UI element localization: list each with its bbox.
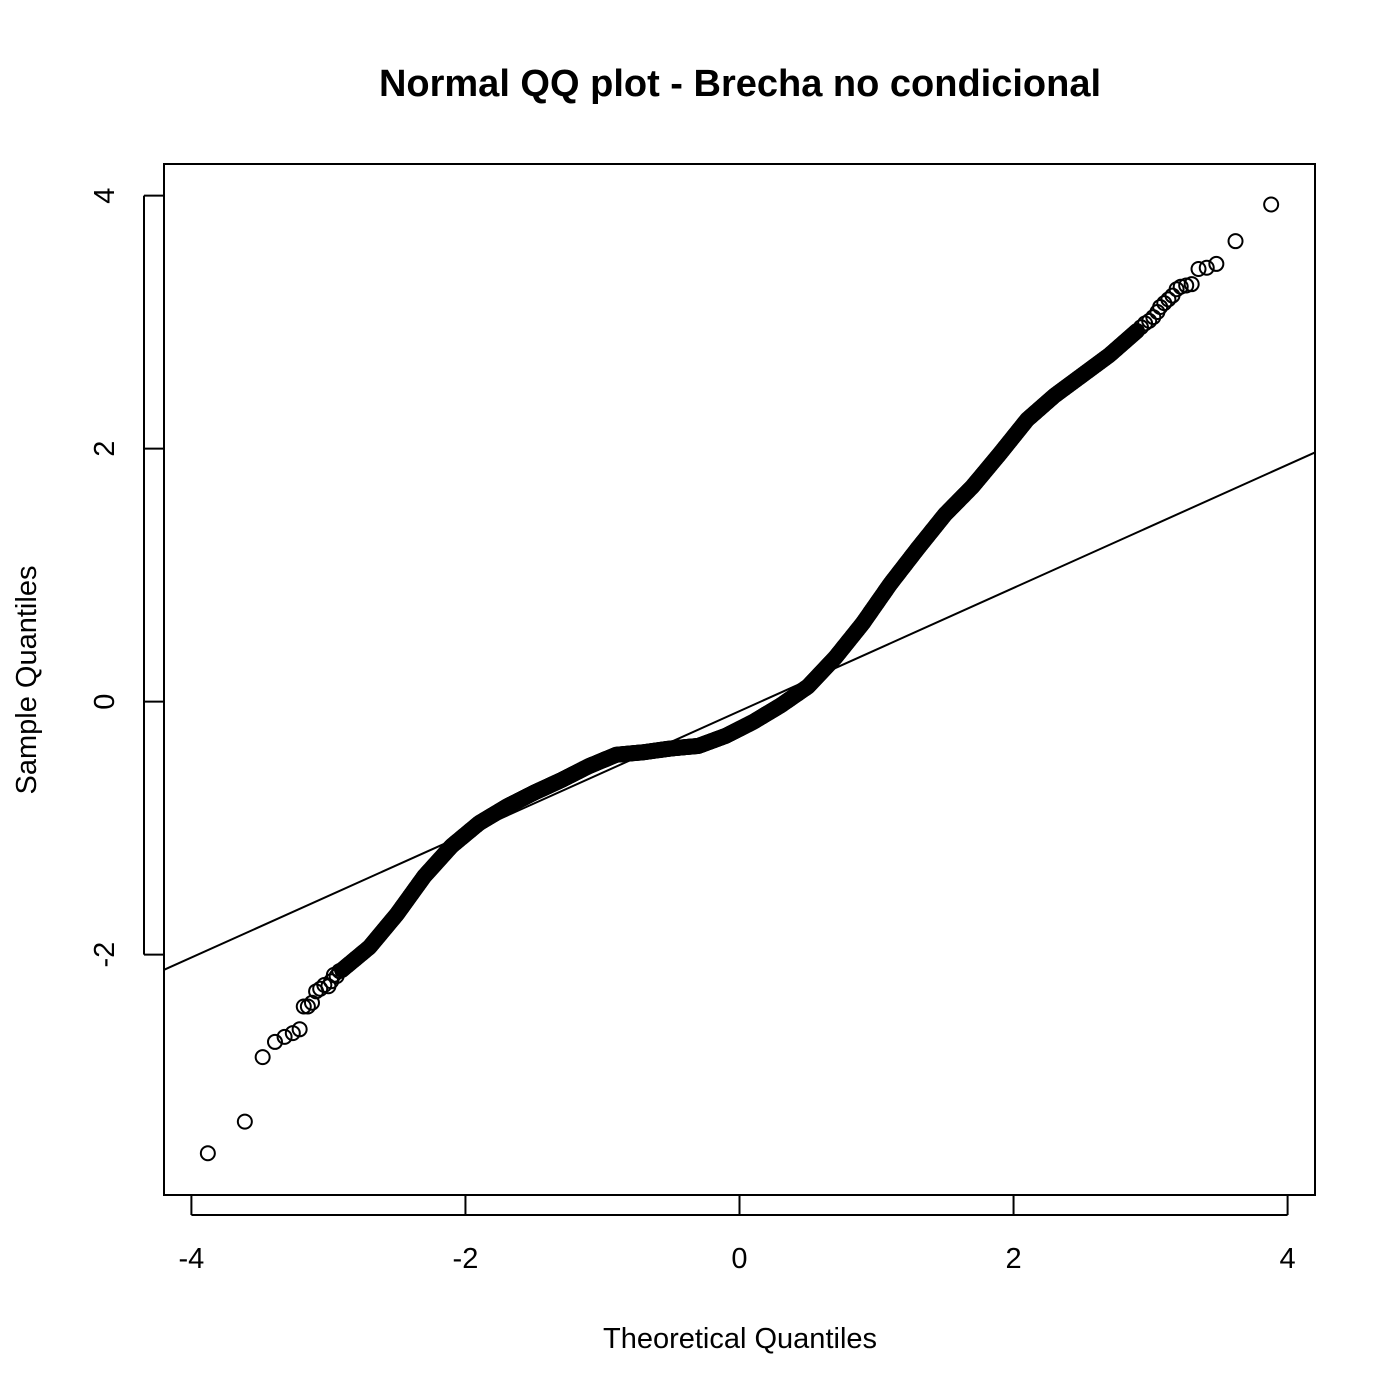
y-axis: -2 0 2 4 [89,188,164,968]
data-point [1183,276,1200,293]
data-point [236,1113,253,1130]
chart-title: Normal QQ plot - Brecha no condicional [379,63,1101,105]
data-point [295,998,312,1015]
y-tick-label: 4 [89,188,121,204]
data-point [312,980,329,997]
y-tick-label: -2 [89,942,121,968]
data-point [1141,312,1158,329]
y-tick-label: 2 [89,441,121,457]
x-tick-label: -4 [179,1243,205,1275]
data-point [1208,255,1225,272]
data-point [266,1033,283,1050]
data-point [299,998,316,1015]
data-point [1160,291,1177,308]
data-point [1152,298,1169,315]
data-point [1227,233,1244,250]
data-point [254,1049,271,1066]
data-point [291,1021,308,1038]
data-point [1263,196,1280,213]
y-axis-label: Sample Quantiles [11,566,43,795]
x-tick-label: -2 [453,1243,479,1275]
data-point [1198,259,1215,276]
data-point [199,1145,216,1162]
x-tick-label: 0 [731,1243,747,1275]
x-axis-label: Theoretical Quantiles [603,1323,877,1355]
data-point [276,1028,293,1045]
y-tick-label: 0 [89,694,121,710]
data-point [1190,260,1207,277]
x-tick-label: 2 [1005,1243,1021,1275]
data-points [199,196,1280,1162]
data-point [1128,322,1145,339]
reference-line [163,451,1316,971]
x-axis: -4 -2 0 2 4 [179,1195,1296,1275]
x-tick-label: 4 [1280,1243,1296,1275]
